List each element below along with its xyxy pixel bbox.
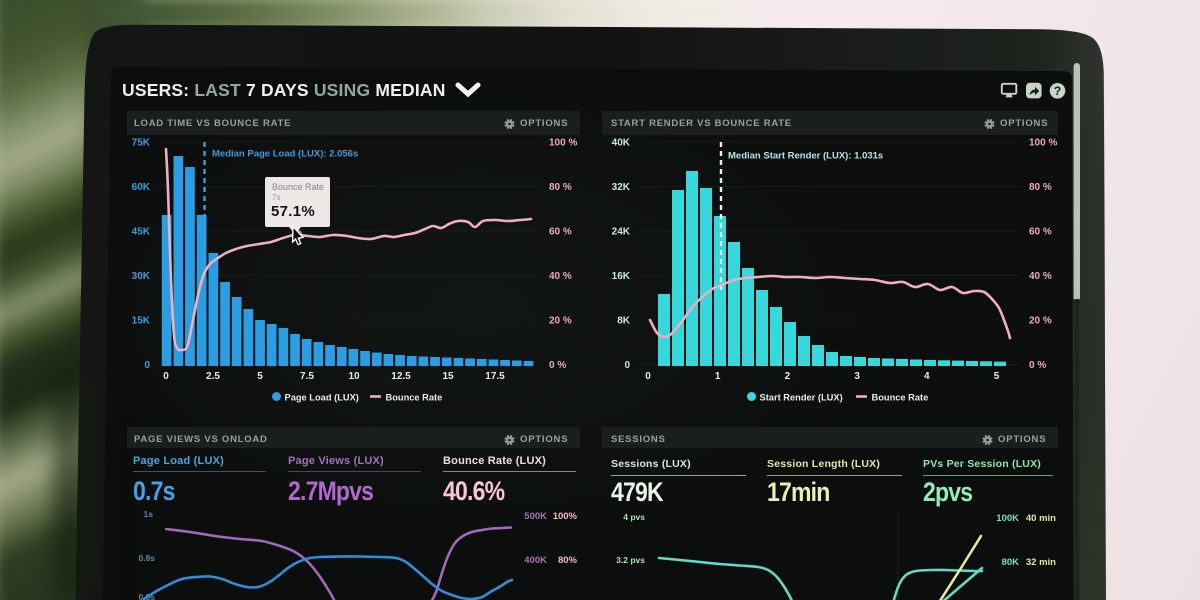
- svg-text:40 %: 40 %: [549, 271, 572, 282]
- svg-text:0: 0: [144, 360, 150, 371]
- svg-text:500K: 500K: [524, 511, 547, 522]
- svg-text:32 min: 32 min: [1026, 557, 1056, 568]
- svg-text:100 %: 100 %: [1029, 138, 1057, 149]
- svg-text:0 %: 0 %: [549, 360, 566, 371]
- svg-text:32K: 32K: [612, 182, 631, 193]
- svg-text:75K: 75K: [132, 138, 151, 149]
- svg-text:1: 1: [715, 371, 721, 382]
- svg-text:8K: 8K: [617, 316, 631, 327]
- svg-text:0: 0: [624, 360, 630, 371]
- svg-text:0 %: 0 %: [1029, 360, 1046, 371]
- svg-text:Bounce Rate: Bounce Rate: [386, 393, 443, 403]
- svg-text:0.8s: 0.8s: [138, 553, 155, 563]
- svg-text:24K: 24K: [612, 227, 631, 238]
- svg-text:5: 5: [257, 371, 263, 382]
- svg-text:2.5: 2.5: [206, 371, 220, 382]
- svg-text:80%: 80%: [558, 555, 578, 566]
- svg-text:Start Render (LUX): Start Render (LUX): [760, 393, 843, 403]
- svg-text:80 %: 80 %: [549, 182, 572, 193]
- svg-text:4 pvs: 4 pvs: [623, 512, 645, 522]
- svg-text:100 %: 100 %: [549, 138, 577, 149]
- svg-text:0: 0: [163, 371, 169, 382]
- svg-text:0: 0: [645, 371, 651, 382]
- svg-text:Median Page Load (LUX): 2.056s: Median Page Load (LUX): 2.056s: [212, 149, 358, 160]
- svg-text:4: 4: [924, 371, 930, 382]
- svg-text:Bounce Rate: Bounce Rate: [872, 393, 929, 403]
- svg-text:40 %: 40 %: [1029, 271, 1052, 282]
- svg-text:60 %: 60 %: [1029, 227, 1052, 238]
- svg-text:10: 10: [348, 371, 360, 382]
- svg-text:80K: 80K: [1002, 557, 1020, 568]
- svg-text:20 %: 20 %: [1029, 316, 1052, 327]
- svg-text:45K: 45K: [132, 227, 151, 238]
- svg-text:60K: 60K: [132, 182, 151, 193]
- svg-text:40K: 40K: [612, 138, 631, 149]
- svg-text:400K: 400K: [524, 555, 547, 566]
- svg-text:100K: 100K: [996, 513, 1019, 524]
- svg-text:60 %: 60 %: [549, 227, 572, 238]
- svg-text:15K: 15K: [132, 316, 151, 327]
- svg-text:3: 3: [854, 371, 860, 382]
- svg-text:30K: 30K: [132, 271, 151, 282]
- svg-text:100%: 100%: [553, 511, 578, 522]
- svg-text:17.5: 17.5: [485, 371, 505, 382]
- svg-text:1s: 1s: [144, 509, 154, 519]
- svg-text:5: 5: [994, 371, 1000, 382]
- svg-text:80 %: 80 %: [1029, 182, 1052, 193]
- svg-text:15: 15: [442, 371, 454, 382]
- svg-text:7.5: 7.5: [300, 371, 314, 382]
- svg-text:2: 2: [785, 371, 791, 382]
- svg-text:Median Start Render (LUX): 1.0: Median Start Render (LUX): 1.031s: [728, 151, 883, 162]
- svg-text:12.5: 12.5: [391, 371, 411, 382]
- svg-text:Page Load (LUX): Page Load (LUX): [285, 393, 359, 403]
- svg-text:3.2 pvs: 3.2 pvs: [616, 555, 645, 565]
- svg-text:16K: 16K: [612, 271, 631, 282]
- svg-text:40 min: 40 min: [1026, 513, 1056, 524]
- svg-text:20 %: 20 %: [549, 316, 572, 327]
- svg-text:?: ?: [1054, 84, 1061, 98]
